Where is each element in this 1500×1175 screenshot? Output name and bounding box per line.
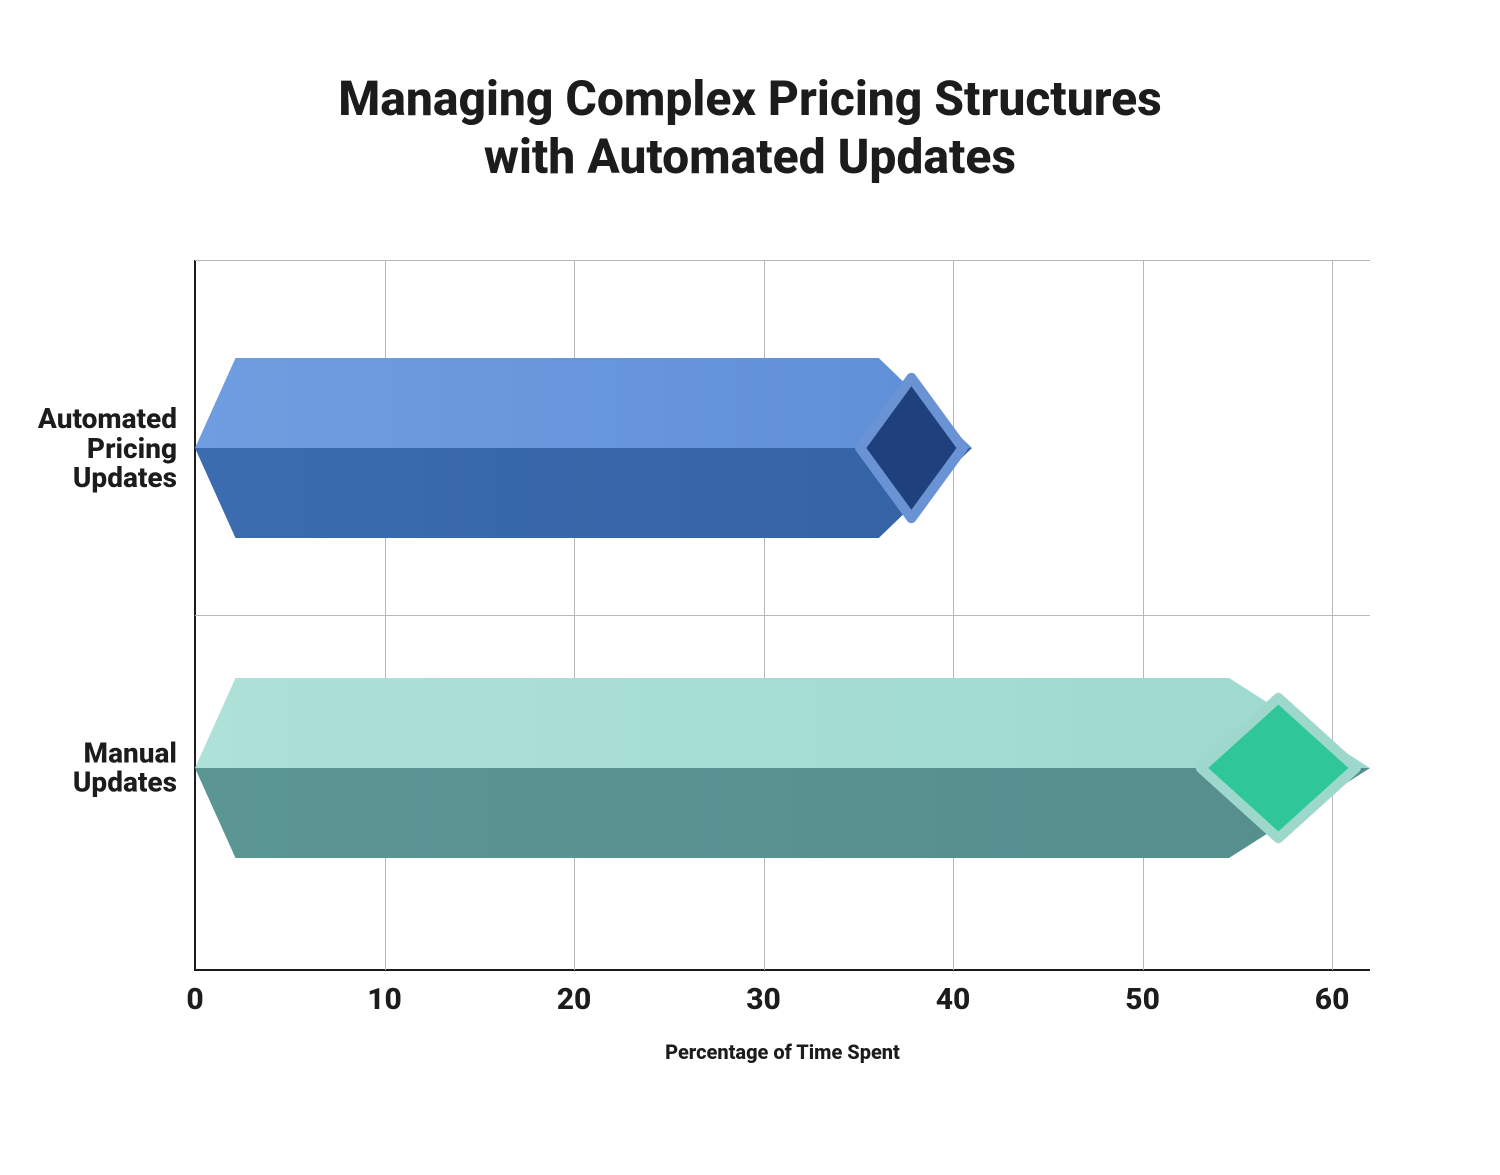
bar-top-face (195, 678, 1370, 768)
bar-top-face (195, 358, 972, 448)
y-category-label: Automated Pricing Updates (38, 404, 195, 492)
x-tick-label: 50 (1125, 982, 1160, 1017)
bar-manual (195, 678, 1374, 858)
bar-bottom-face (195, 448, 972, 538)
chart-title-line1: Managing Complex Pricing Structures (338, 70, 1162, 127)
bar-automated (195, 358, 976, 538)
bar-bottom-face (195, 768, 1370, 858)
x-tick-label: 20 (557, 982, 592, 1017)
x-tick-label: 0 (186, 982, 203, 1017)
chart-title-line2: with Automated Updates (484, 128, 1016, 185)
x-axis-title: Percentage of Time Spent (665, 1040, 900, 1064)
x-tick-label: 60 (1315, 982, 1350, 1017)
chart-area: 0102030405060Percentage of Time SpentAut… (195, 260, 1370, 970)
plot-area: 0102030405060Percentage of Time SpentAut… (195, 260, 1370, 970)
x-tick-label: 40 (936, 982, 971, 1017)
gridline-h (195, 615, 1370, 616)
chart-title: Managing Complex Pricing Structures with… (0, 0, 1500, 185)
x-axis-line (194, 969, 1370, 971)
x-tick-label: 10 (367, 982, 402, 1017)
gridline-h (195, 260, 1370, 261)
y-category-label: Manual Updates (73, 738, 195, 797)
x-tick-label: 30 (746, 982, 781, 1017)
